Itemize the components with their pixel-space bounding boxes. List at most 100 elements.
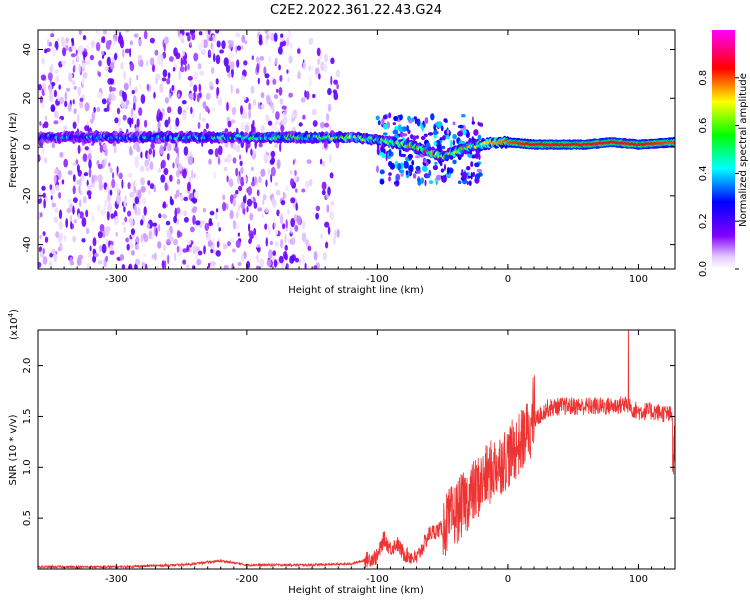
heatmap-cell bbox=[256, 63, 260, 73]
heatmap-cell bbox=[99, 224, 105, 232]
heatmap-cell bbox=[266, 95, 271, 105]
heatmap-cell bbox=[107, 194, 111, 203]
heatmap-cell bbox=[129, 191, 135, 198]
heatmap-cell bbox=[266, 259, 272, 267]
heatmap-cell bbox=[235, 190, 239, 195]
heatmap-cell bbox=[322, 160, 326, 167]
heatmap-cell bbox=[461, 114, 466, 118]
heatmap-cell bbox=[243, 112, 248, 119]
heatmap-cell bbox=[315, 212, 319, 220]
heatmap-cell bbox=[244, 124, 250, 132]
heatmap-cell bbox=[201, 39, 205, 48]
heatmap-cell bbox=[77, 86, 81, 97]
heatmap-cell bbox=[273, 32, 278, 42]
heatmap-cell bbox=[260, 92, 265, 99]
heatmap-cell bbox=[76, 53, 80, 62]
heatmap-cell bbox=[457, 180, 462, 185]
heatmap-cell bbox=[246, 206, 249, 213]
heatmap-cell bbox=[240, 105, 243, 115]
x-tick-label: 100 bbox=[629, 574, 648, 585]
heatmap-cell bbox=[222, 194, 226, 201]
heatmap-cell bbox=[85, 209, 89, 218]
heatmap-cell bbox=[79, 97, 84, 102]
heatmap-cell bbox=[116, 30, 120, 36]
heatmap-cell bbox=[406, 125, 409, 132]
heatmap-cell bbox=[440, 168, 445, 173]
heatmap-cell bbox=[441, 175, 447, 183]
heatmap-cell bbox=[79, 177, 82, 187]
heatmap-cell bbox=[39, 121, 42, 126]
heatmap-cell bbox=[116, 194, 121, 205]
heatmap-cell bbox=[51, 46, 57, 57]
heatmap-cell bbox=[237, 174, 240, 185]
heatmap-cell bbox=[53, 174, 57, 184]
heatmap-cell bbox=[164, 119, 169, 128]
heatmap-cell bbox=[187, 76, 193, 81]
figure-title: C2E2.2022.361.22.43.G24 bbox=[270, 3, 442, 18]
heatmap-cell bbox=[232, 248, 236, 253]
heatmap-cell bbox=[298, 122, 303, 127]
heatmap-cell bbox=[73, 108, 77, 115]
heatmap-cell bbox=[274, 181, 279, 187]
heatmap-cell bbox=[115, 231, 118, 237]
heatmap-cell bbox=[310, 66, 314, 71]
heatmap-cell bbox=[256, 257, 260, 263]
heatmap-cell bbox=[166, 153, 170, 161]
heatmap-cell bbox=[236, 59, 240, 68]
heatmap-cell bbox=[313, 265, 318, 269]
heatmap-cell bbox=[131, 89, 135, 95]
heatmap-cell bbox=[97, 260, 103, 265]
heatmap-cell bbox=[393, 115, 398, 122]
heatmap-cell bbox=[446, 136, 450, 140]
heatmap-cell bbox=[211, 34, 215, 43]
heatmap-cell bbox=[98, 181, 104, 191]
heatmap-cell bbox=[295, 188, 298, 193]
heatmap-cell bbox=[121, 220, 126, 226]
heatmap-cell bbox=[140, 151, 143, 159]
heatmap-cell bbox=[241, 34, 246, 43]
heatmap-cell bbox=[151, 64, 156, 73]
heatmap-cell bbox=[67, 199, 73, 204]
heatmap-cell bbox=[259, 56, 265, 61]
heatmap-cell bbox=[285, 219, 288, 229]
heatmap-cell bbox=[237, 204, 240, 212]
heatmap-cell bbox=[279, 98, 284, 105]
heatmap-cell bbox=[73, 219, 77, 224]
heatmap-cell bbox=[65, 218, 69, 228]
heatmap-cell bbox=[424, 179, 427, 187]
heatmap-cell bbox=[270, 173, 273, 183]
heatmap-cell bbox=[473, 129, 479, 136]
heatmap-cell bbox=[81, 238, 86, 243]
heatmap-cell bbox=[110, 213, 115, 220]
heatmap-cell bbox=[169, 174, 173, 182]
heatmap-cell bbox=[215, 208, 219, 213]
heatmap-cell bbox=[228, 52, 234, 59]
heatmap-cell bbox=[104, 226, 110, 237]
heatmap-cell bbox=[294, 213, 298, 222]
heatmap-cell bbox=[73, 65, 76, 70]
heatmap-cell bbox=[250, 181, 256, 187]
heatmap-cell bbox=[260, 168, 266, 177]
heatmap-cell bbox=[320, 233, 323, 240]
heatmap-cell bbox=[58, 192, 62, 199]
heatmap-cell bbox=[161, 77, 167, 82]
heatmap-cell bbox=[327, 88, 332, 96]
heatmap-cell bbox=[461, 171, 468, 179]
heatmap-cell bbox=[452, 121, 456, 126]
heatmap-cell bbox=[295, 202, 299, 211]
heatmap-cell bbox=[223, 265, 229, 269]
heatmap-cell bbox=[202, 207, 206, 213]
heatmap-cell bbox=[97, 92, 103, 99]
heatmap-cell bbox=[279, 75, 283, 82]
heatmap-cell bbox=[296, 215, 302, 225]
heatmap-cell bbox=[212, 107, 215, 112]
heatmap-cell bbox=[412, 135, 417, 141]
heatmap-cell bbox=[129, 77, 132, 87]
heatmap-cell bbox=[164, 182, 168, 191]
heatmap-cell bbox=[304, 262, 307, 269]
heatmap-cell bbox=[143, 253, 146, 258]
heatmap-cell bbox=[88, 194, 92, 200]
heatmap-cell bbox=[203, 245, 206, 255]
heatmap-cell bbox=[63, 234, 67, 242]
heatmap-cell bbox=[139, 165, 145, 173]
